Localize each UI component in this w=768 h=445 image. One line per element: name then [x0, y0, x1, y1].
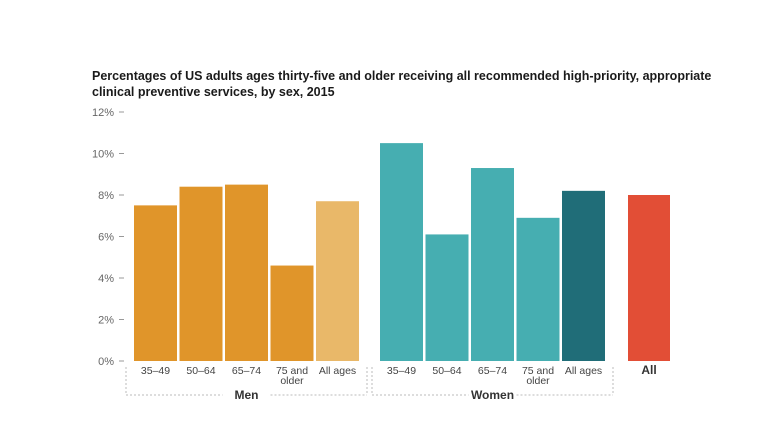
category-label: 35–49 [141, 365, 170, 377]
bar-men [134, 205, 177, 361]
y-tick-label: 12% [92, 107, 114, 119]
category-label: 35–49 [387, 365, 416, 377]
bar-women [471, 168, 514, 361]
bar-women [425, 234, 469, 361]
category-label: older [280, 375, 304, 387]
category-label: 50–64 [186, 365, 215, 377]
bar-men [225, 184, 268, 361]
chart-title: Percentages of US adults ages thirty-fiv… [92, 69, 712, 99]
y-tick-label: 0% [98, 356, 114, 368]
category-label: All ages [319, 365, 356, 377]
bar-all [628, 195, 670, 361]
y-tick-label: 6% [98, 232, 114, 244]
category-label: 75 and [276, 365, 308, 377]
bar-women [516, 217, 560, 361]
bar-women [380, 143, 423, 361]
group-label: Women [471, 388, 514, 402]
y-tick-label: 10% [92, 149, 114, 161]
group-label: Men [235, 388, 259, 402]
bar-men [270, 265, 314, 361]
bar-men [179, 186, 223, 361]
category-label: All ages [565, 365, 602, 377]
bar-women [562, 190, 605, 361]
category-label: 65–74 [478, 365, 507, 377]
group-bracket-side [125, 367, 368, 395]
category-label: 75 and [522, 365, 554, 377]
y-tick-label: 8% [98, 190, 114, 202]
y-tick-label: 2% [98, 315, 114, 327]
y-tick-label: 4% [98, 273, 114, 285]
bar-men [316, 201, 359, 361]
category-label: 50–64 [432, 365, 461, 377]
category-label: 65–74 [232, 365, 261, 377]
category-label: older [526, 375, 550, 387]
group-bracket-side [371, 367, 614, 395]
category-label: All [641, 363, 656, 377]
